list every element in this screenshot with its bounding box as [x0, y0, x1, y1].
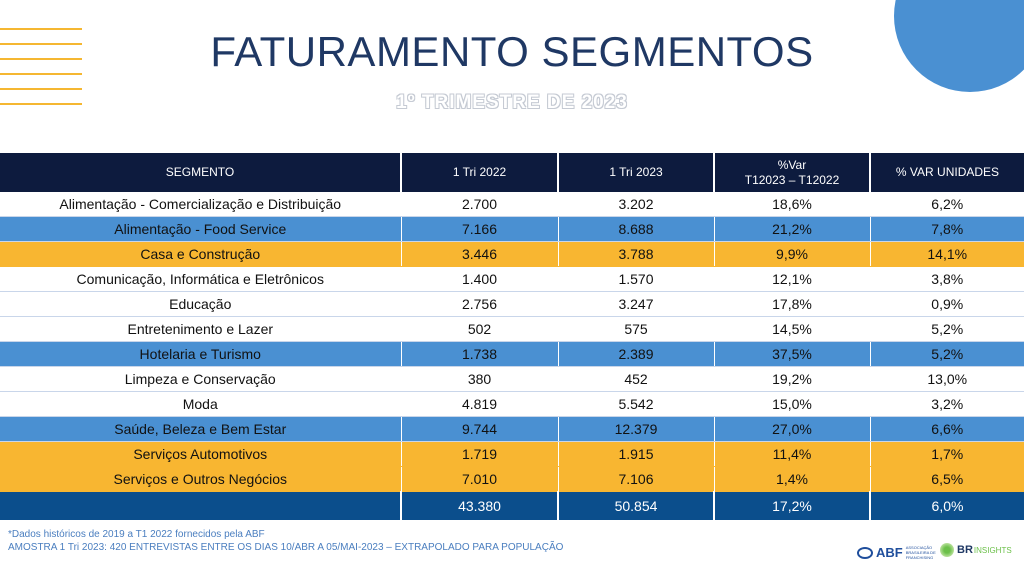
header-var-unidades: % VAR UNIDADES: [870, 153, 1024, 192]
segment-name-cell: Educação: [0, 291, 402, 317]
table-header-row: SEGMENTO 1 Tri 2022 1 Tri 2023 %Var T1202…: [0, 153, 1024, 192]
value-cell: 7.010: [401, 466, 559, 492]
value-cell: 3.446: [401, 241, 559, 267]
value-cell: 11,4%: [714, 441, 871, 467]
segment-name-cell: Casa e Construção: [0, 241, 402, 267]
value-cell: 37,5%: [714, 341, 871, 367]
value-cell: 452: [558, 366, 715, 392]
value-cell: 19,2%: [714, 366, 871, 392]
value-cell: 1.570: [558, 266, 715, 292]
value-cell: 380: [401, 366, 559, 392]
table-row: Comunicação, Informática e Eletrônicos 1.…: [0, 266, 1024, 292]
value-cell: 6,6%: [870, 416, 1024, 442]
segment-name-cell: Serviços Automotivos: [0, 441, 402, 467]
page-subtitle: 1º TRIMESTRE DE 2023: [396, 92, 628, 113]
value-cell: 12.379: [558, 416, 715, 442]
value-cell: 8.688: [558, 216, 715, 242]
value-cell: 2.389: [558, 341, 715, 367]
value-cell: 2.700: [401, 192, 559, 217]
value-cell: 2.756: [401, 291, 559, 317]
value-cell: 7.166: [401, 216, 559, 242]
total-value-cell: 50.854: [558, 491, 715, 520]
value-cell: 3.247: [558, 291, 715, 317]
table-row: Alimentação - Food Service 7.166 8.688 21,2…: [0, 216, 1024, 242]
segments-table: SEGMENTO 1 Tri 2022 1 Tri 2023 %Var T1202…: [0, 153, 1024, 520]
value-cell: 18,6%: [714, 192, 871, 217]
table-row: Alimentação - Comercialização e Distribu…: [0, 192, 1024, 217]
value-cell: 3.788: [558, 241, 715, 267]
value-cell: 3,2%: [870, 391, 1024, 417]
value-cell: 13,0%: [870, 366, 1024, 392]
table-row: Limpeza e Conservação 380 452 19,2% 13,0%: [0, 366, 1024, 392]
header-1tri2023: 1 Tri 2023: [558, 153, 715, 192]
value-cell: 3.202: [558, 192, 715, 217]
value-cell: 9.744: [401, 416, 559, 442]
value-cell: 5,2%: [870, 341, 1024, 367]
value-cell: 15,0%: [714, 391, 871, 417]
table-row: Casa e Construção 3.446 3.788 9,9% 14,1%: [0, 241, 1024, 267]
footnote-sample: AMOSTRA 1 Tri 2023: 420 ENTREVISTAS ENTR…: [8, 542, 564, 553]
value-cell: 0,9%: [870, 291, 1024, 317]
header-var: %Var T12023 – T12022: [714, 153, 871, 192]
total-value-cell: 6,0%: [870, 491, 1024, 520]
value-cell: 14,1%: [870, 241, 1024, 267]
brinsights-logo: BR INSIGHTS: [940, 543, 1012, 557]
value-cell: 1.719: [401, 441, 559, 467]
table-row: Serviços e Outros Negócios 7.010 7.106 1,4%…: [0, 466, 1024, 492]
segment-name-cell: Entretenimento e Lazer: [0, 316, 402, 342]
value-cell: 5.542: [558, 391, 715, 417]
segment-name-cell: Moda: [0, 391, 402, 417]
footnotes: *Dados históricos de 2019 a T1 2022 forn…: [8, 528, 563, 554]
segment-name-cell: Limpeza e Conservação: [0, 366, 402, 392]
segment-name-cell: Hotelaria e Turismo: [0, 341, 402, 367]
value-cell: 1.400: [401, 266, 559, 292]
value-cell: 9,9%: [714, 241, 871, 267]
total-value-cell: 17,2%: [714, 491, 871, 520]
total-value-cell: 43.380: [401, 491, 559, 520]
value-cell: 3,8%: [870, 266, 1024, 292]
value-cell: 6,2%: [870, 192, 1024, 217]
table-row: Hotelaria e Turismo 1.738 2.389 37,5% 5,2%: [0, 341, 1024, 367]
value-cell: 12,1%: [714, 266, 871, 292]
value-cell: 502: [401, 316, 559, 342]
total-label-cell: [0, 491, 402, 520]
value-cell: 5,2%: [870, 316, 1024, 342]
value-cell: 575: [558, 316, 715, 342]
table-row: Educação 2.756 3.247 17,8% 0,9%: [0, 291, 1024, 317]
table-row: Saúde, Beleza e Bem Estar 9.744 12.379 27,0…: [0, 416, 1024, 442]
header-segmento: SEGMENTO: [0, 153, 402, 192]
segment-name-cell: Comunicação, Informática e Eletrônicos: [0, 266, 402, 292]
segment-name-cell: Alimentação - Food Service: [0, 216, 402, 242]
decorative-lines: [0, 28, 82, 118]
value-cell: 4.819: [401, 391, 559, 417]
header-1tri2022: 1 Tri 2022: [401, 153, 559, 192]
value-cell: 7,8%: [870, 216, 1024, 242]
table-row: Entretenimento e Lazer 502 575 14,5% 5,2%: [0, 316, 1024, 342]
page-title: FATURAMENTO SEGMENTOS: [210, 28, 814, 75]
value-cell: 6,5%: [870, 466, 1024, 492]
value-cell: 21,2%: [714, 216, 871, 242]
value-cell: 7.106: [558, 466, 715, 492]
value-cell: 1,7%: [870, 441, 1024, 467]
segment-name-cell: Serviços e Outros Negócios: [0, 466, 402, 492]
value-cell: 17,8%: [714, 291, 871, 317]
segment-name-cell: Saúde, Beleza e Bem Estar: [0, 416, 402, 442]
value-cell: 27,0%: [714, 416, 871, 442]
table-row: Moda 4.819 5.542 15,0% 3,2%: [0, 391, 1024, 417]
table-row: Serviços Automotivos 1.719 1.915 11,4% 1,7%: [0, 441, 1024, 467]
total-row: 43.380 50.854 17,2% 6,0%: [0, 491, 1024, 520]
value-cell: 1.738: [401, 341, 559, 367]
segment-name-cell: Alimentação - Comercialização e Distribu…: [0, 192, 402, 217]
brinsights-dots-icon: [940, 543, 954, 557]
value-cell: 1,4%: [714, 466, 871, 492]
abf-logo: ABF ASSOCIAÇÃO BRASILEIRA DE FRANCHISING: [857, 545, 938, 560]
value-cell: 14,5%: [714, 316, 871, 342]
footnote-source: *Dados históricos de 2019 a T1 2022 forn…: [8, 529, 265, 540]
abf-ring-icon: [857, 546, 873, 559]
value-cell: 1.915: [558, 441, 715, 467]
